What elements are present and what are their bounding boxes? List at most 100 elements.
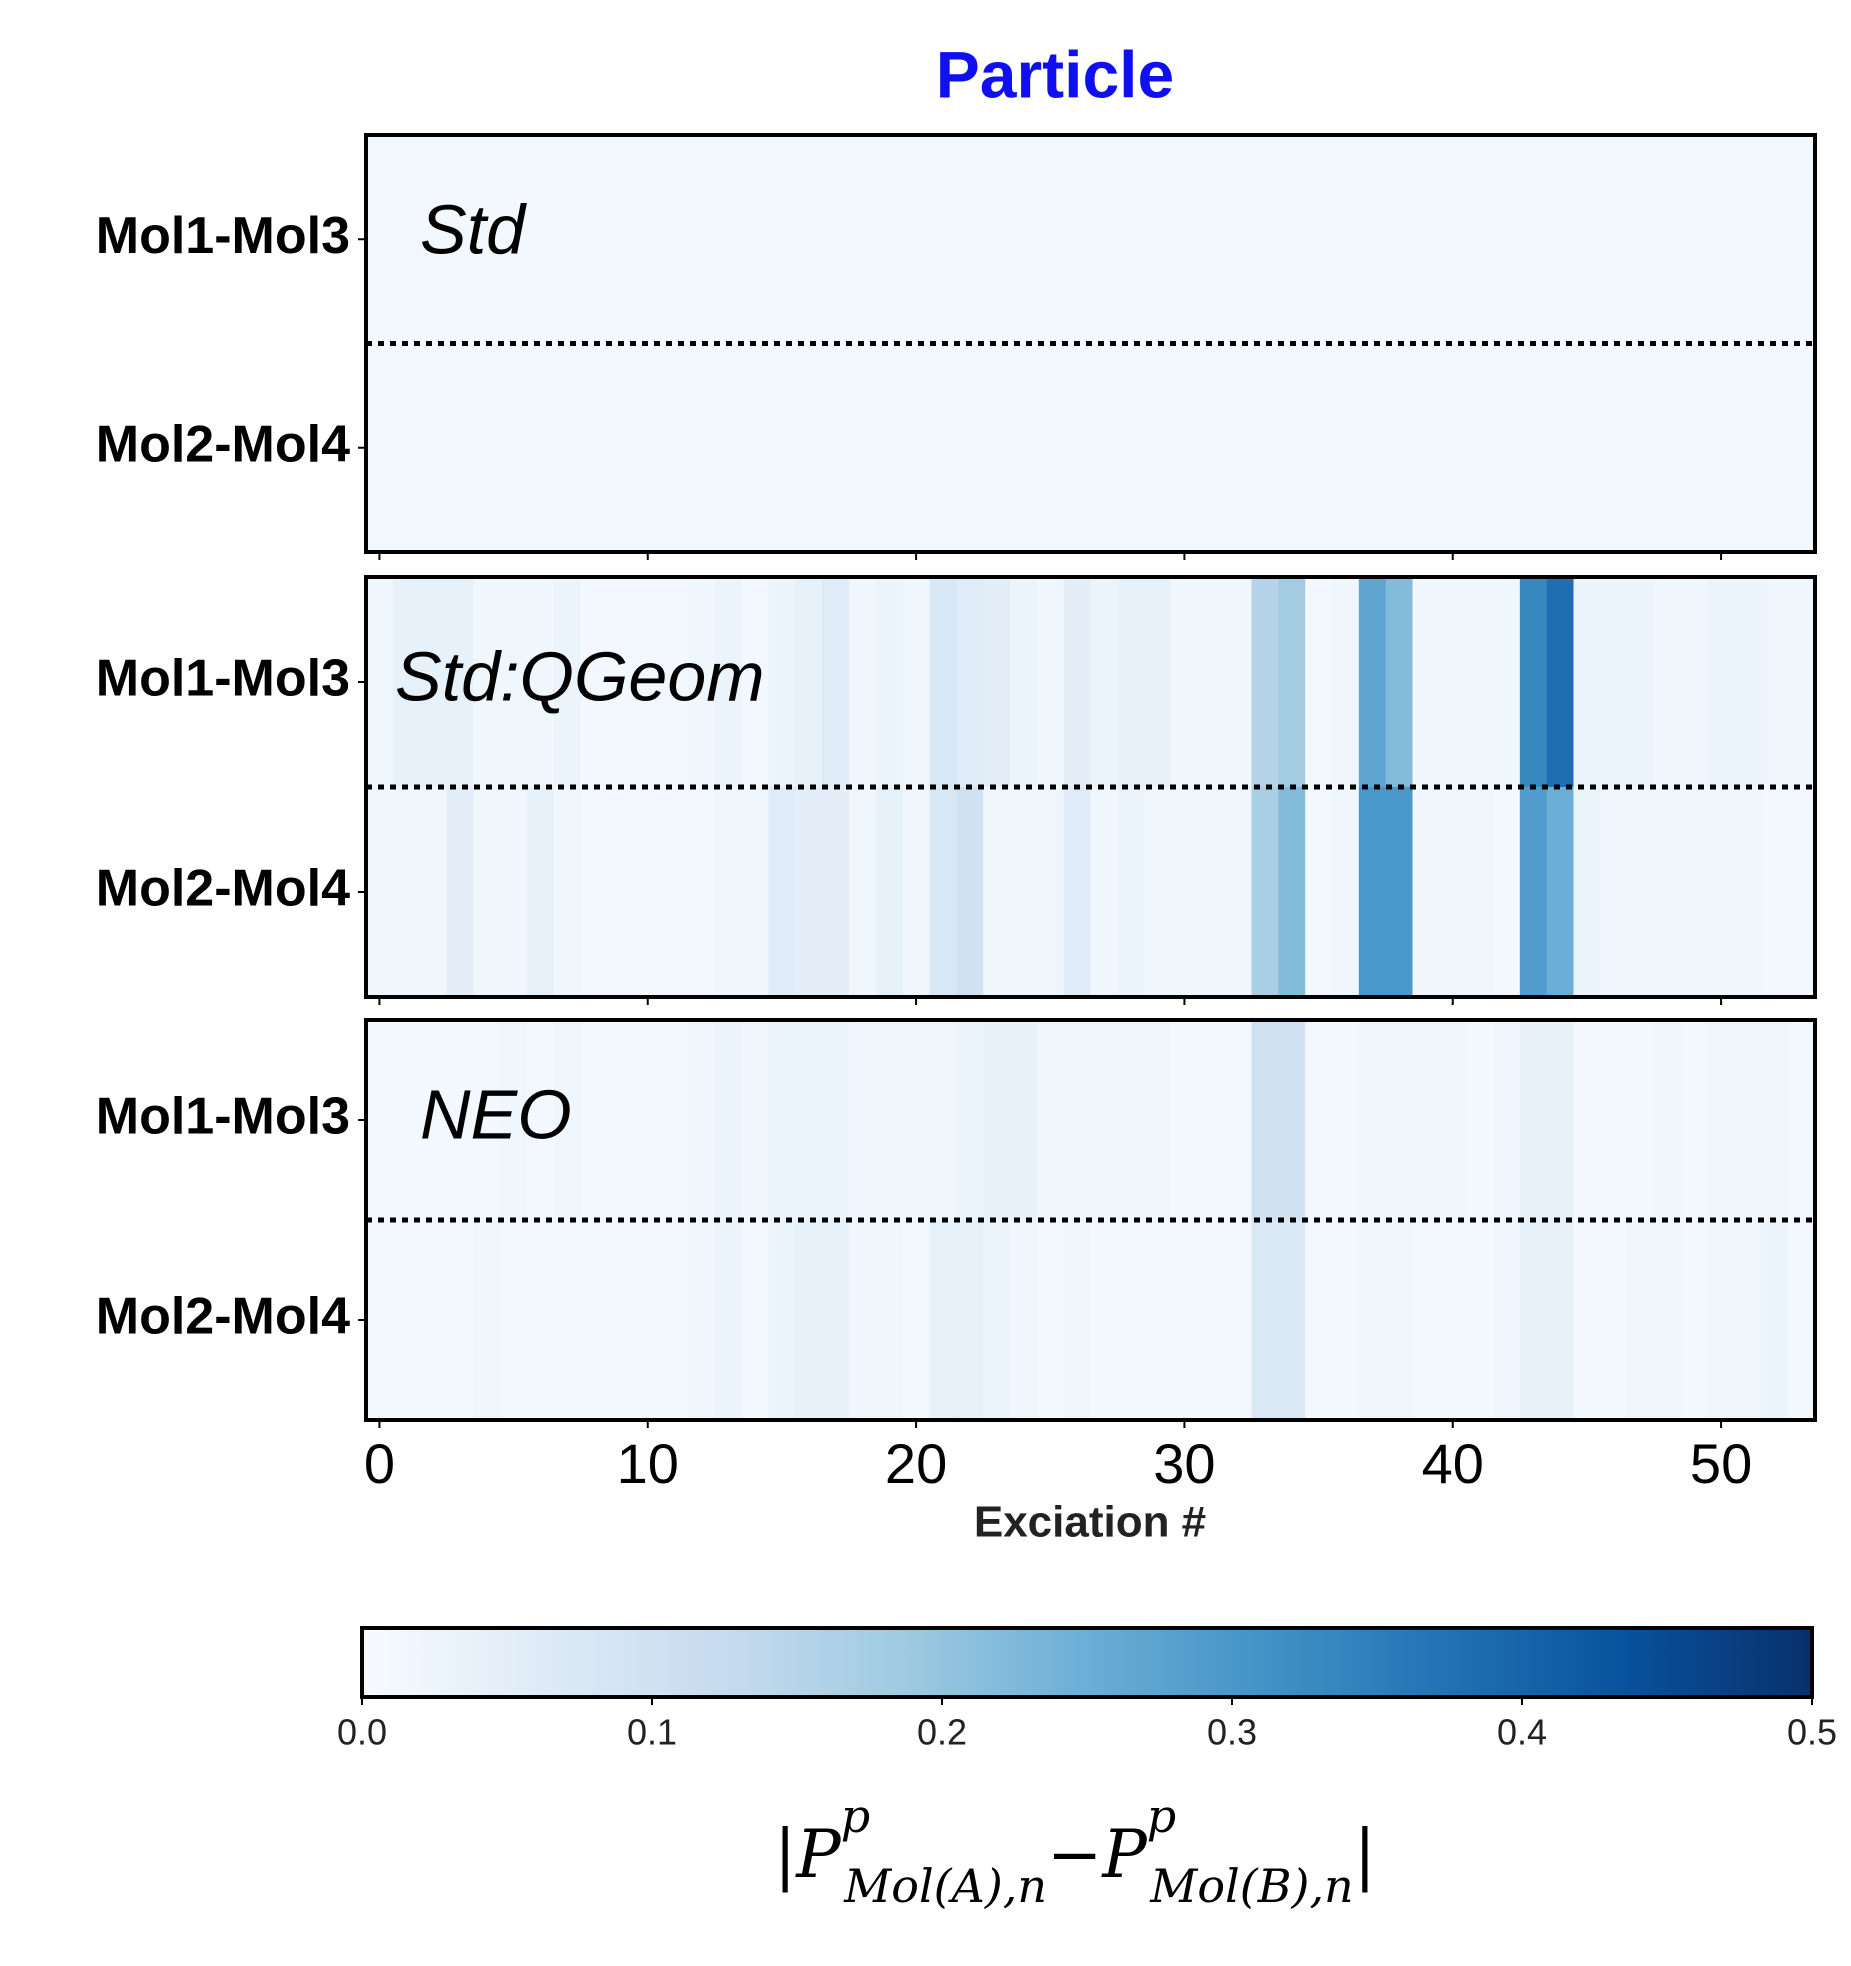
heatmap-cell: [1036, 1020, 1065, 1221]
heatmap-cell: [768, 343, 796, 553]
heatmap-cell: [1734, 135, 1762, 344]
heatmap-cell: [607, 577, 635, 788]
heatmap-cell: [634, 343, 662, 553]
heatmap-cell: [1788, 787, 1816, 998]
heatmap-cell: [1385, 1220, 1413, 1421]
heatmap-cell: [1144, 1220, 1172, 1421]
panel-label: Std: [420, 190, 527, 268]
heatmap-cell: [366, 135, 394, 344]
heatmap-cell: [1627, 1220, 1655, 1421]
heatmap-cell: [1680, 787, 1709, 998]
heatmap-cell: [902, 135, 930, 344]
heatmap-cell: [956, 1020, 984, 1221]
heatmap-cell: [1573, 787, 1601, 998]
heatmap-cell: [1412, 135, 1440, 344]
heatmap-cell: [741, 577, 769, 788]
panel-label: Std:QGeom: [395, 637, 765, 715]
heatmap-cell: [1036, 1220, 1065, 1421]
heatmap-cell: [1707, 577, 1735, 788]
heatmap-cell: [1224, 1220, 1252, 1421]
x-tick-label: 40: [1422, 1432, 1484, 1495]
heatmap-cell: [956, 787, 984, 998]
heatmap-cell: [1305, 1020, 1333, 1221]
heatmap-cell: [527, 343, 555, 553]
heatmap-cell: [1117, 787, 1145, 998]
heatmap-cell: [634, 1020, 662, 1221]
heatmap-cell: [1734, 1220, 1762, 1421]
heatmap-cell: [875, 787, 904, 998]
heatmap-cell: [1197, 1220, 1226, 1421]
heatmap-cell: [1439, 787, 1467, 998]
heatmap-cell: [1063, 577, 1091, 788]
heatmap-cell: [1090, 787, 1118, 998]
heatmap-cell: [392, 343, 421, 553]
heatmap-cell: [1063, 1020, 1091, 1221]
row-label: Mol1-Mol3: [96, 207, 350, 265]
row-label: Mol2-Mol4: [96, 1288, 350, 1346]
colorbar-label-part: |: [774, 1816, 796, 1893]
heatmap-cell: [1412, 1220, 1440, 1421]
heatmap-cell: [1680, 1220, 1709, 1421]
heatmap-cell: [1358, 1220, 1387, 1421]
heatmap-cell: [1144, 135, 1172, 344]
heatmap-cell: [419, 343, 447, 553]
heatmap-cell: [1519, 577, 1548, 788]
heatmap-cell: [446, 1020, 474, 1221]
heatmap-cell: [688, 787, 716, 998]
heatmap-cell: [1707, 1020, 1735, 1221]
colorbar-tick-label: 0.2: [917, 1712, 967, 1753]
heatmap-cell: [580, 343, 608, 553]
heatmap-cell: [1600, 1020, 1628, 1221]
heatmap-cell: [1358, 135, 1387, 344]
heatmap-cell: [473, 577, 501, 788]
heatmap-cell: [983, 787, 1011, 998]
heatmap-cell: [822, 343, 850, 553]
heatmap-cell: [1010, 1220, 1038, 1421]
colorbar-label-part: Mol(B),n: [1149, 1859, 1353, 1913]
heatmap-cell: [1144, 787, 1172, 998]
heatmap-cell: [1332, 1220, 1360, 1421]
heatmap-cell: [1385, 1020, 1413, 1221]
heatmap-cell: [1600, 577, 1628, 788]
heatmap-cell: [1171, 787, 1199, 998]
heatmap-cell: [1197, 1020, 1226, 1221]
heatmap-cell: [822, 577, 850, 788]
heatmap-cell: [1439, 343, 1467, 553]
heatmap-cell: [929, 1020, 957, 1221]
heatmap-cell: [580, 135, 608, 344]
colorbar-label-part: |: [1354, 1816, 1376, 1893]
x-tick-label: 10: [617, 1432, 679, 1495]
heatmap-cell: [1439, 135, 1467, 344]
heatmap-cell: [956, 1220, 984, 1421]
heatmap-cell: [902, 1220, 930, 1421]
heatmap-cell: [1251, 343, 1279, 553]
heatmap-cell: [607, 1020, 635, 1221]
heatmap-cell: [875, 343, 904, 553]
heatmap-cell: [1600, 1220, 1628, 1421]
heatmap-cell: [527, 135, 555, 344]
panel-frame: [364, 133, 1817, 554]
heatmap-cell: [1305, 343, 1333, 553]
heatmap-cell: [1707, 1220, 1735, 1421]
heatmap-cell: [1573, 135, 1601, 344]
heatmap-cell: [1197, 577, 1226, 788]
heatmap-cell: [1439, 577, 1467, 788]
heatmap-cell: [1090, 1220, 1118, 1421]
heatmap-cell: [688, 1220, 716, 1421]
heatmap-cell: [553, 1020, 582, 1221]
heatmap-cell: [1788, 343, 1816, 553]
heatmap-cell: [849, 135, 877, 344]
heatmap-cell: [366, 1020, 394, 1221]
heatmap-cell: [1519, 1020, 1548, 1221]
heatmap-cell: [1385, 135, 1413, 344]
heatmap-cell: [553, 343, 582, 553]
heatmap-cell: [580, 1220, 608, 1421]
heatmap-cell: [527, 1020, 555, 1221]
heatmap-cell: [500, 577, 528, 788]
heatmap-cell: [929, 1220, 957, 1421]
heatmap-cell: [1573, 1220, 1601, 1421]
heatmap-cell: [1439, 1020, 1467, 1221]
heatmap-cell: [902, 577, 930, 788]
row-label: Mol2-Mol4: [96, 860, 350, 918]
heatmap-cell: [688, 1020, 716, 1221]
